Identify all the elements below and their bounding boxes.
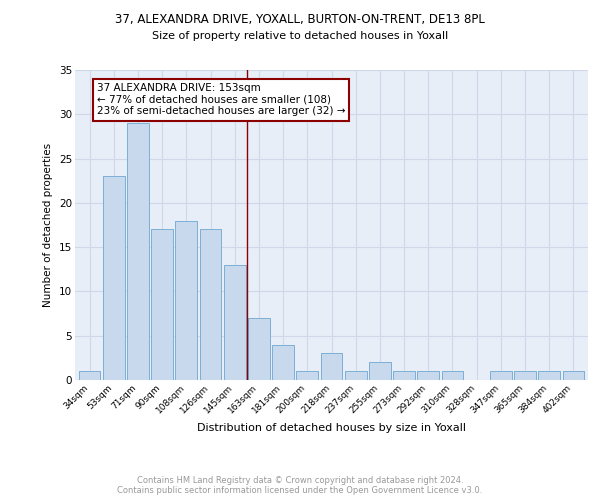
Bar (369, 362, 391, 380)
Bar (151, 230, 173, 380)
Bar (345, 371, 367, 380)
Bar (175, 220, 197, 380)
Bar (320, 354, 343, 380)
Bar (272, 344, 294, 380)
Text: Size of property relative to detached houses in Yoxall: Size of property relative to detached ho… (152, 31, 448, 41)
Bar (490, 371, 512, 380)
Text: Contains HM Land Registry data © Crown copyright and database right 2024.
Contai: Contains HM Land Registry data © Crown c… (118, 476, 482, 495)
Y-axis label: Number of detached properties: Number of detached properties (43, 143, 53, 307)
Text: 37, ALEXANDRA DRIVE, YOXALL, BURTON-ON-TRENT, DE13 8PL: 37, ALEXANDRA DRIVE, YOXALL, BURTON-ON-T… (115, 12, 485, 26)
Bar (418, 371, 439, 380)
Bar (514, 371, 536, 380)
X-axis label: Distribution of detached houses by size in Yoxall: Distribution of detached houses by size … (197, 423, 466, 433)
Bar (296, 371, 318, 380)
Bar (248, 318, 270, 380)
Bar (224, 265, 245, 380)
Bar (393, 371, 415, 380)
Bar (563, 371, 584, 380)
Bar (200, 230, 221, 380)
Bar (442, 371, 463, 380)
Bar (127, 123, 149, 380)
Bar (538, 371, 560, 380)
Bar (79, 371, 100, 380)
Bar (103, 176, 125, 380)
Text: 37 ALEXANDRA DRIVE: 153sqm
← 77% of detached houses are smaller (108)
23% of sem: 37 ALEXANDRA DRIVE: 153sqm ← 77% of deta… (97, 84, 345, 116)
